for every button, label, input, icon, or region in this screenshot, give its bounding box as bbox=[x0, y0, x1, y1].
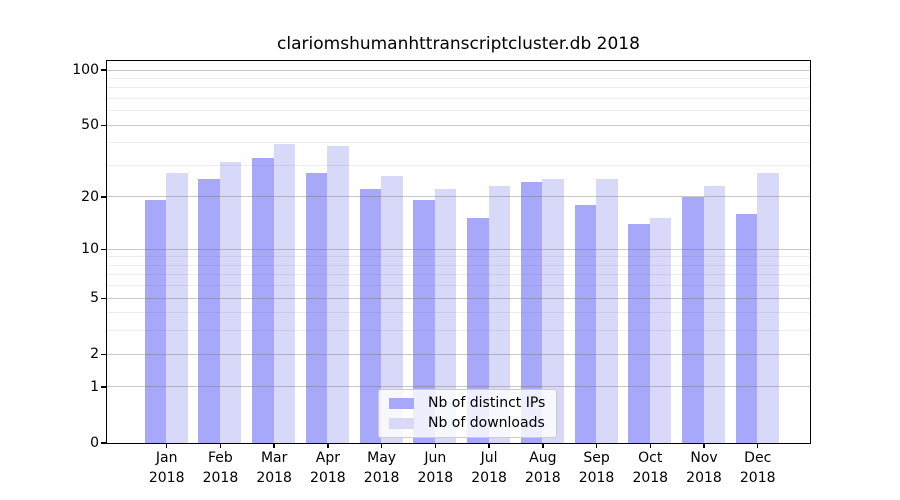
legend-swatch-distinct-ips-icon bbox=[389, 398, 414, 409]
y-axis-tick-mark bbox=[101, 248, 106, 250]
legend-swatch-downloads-icon bbox=[389, 418, 414, 429]
plot-area bbox=[105, 59, 811, 444]
x-axis-tick-mark bbox=[488, 443, 490, 448]
x-axis-tick-label: Sep 2018 bbox=[578, 450, 615, 486]
x-axis-tick-mark bbox=[219, 443, 222, 448]
y-axis-tick-label: 0 bbox=[90, 435, 99, 451]
y-axis-tick-mark bbox=[101, 124, 106, 126]
bar-distinct-ips bbox=[467, 218, 489, 443]
gridline-minor bbox=[106, 110, 810, 112]
bar-downloads bbox=[703, 185, 725, 443]
x-axis-tick-label: Nov 2018 bbox=[686, 450, 722, 486]
x-axis-tick-label: Jul 2018 bbox=[471, 450, 507, 486]
x-axis-tick-mark bbox=[434, 443, 437, 448]
bar-downloads bbox=[542, 179, 564, 443]
bar-downloads bbox=[434, 189, 457, 443]
legend-label-distinct-ips: Nb of distinct IPs bbox=[428, 395, 546, 411]
bar-distinct-ips bbox=[305, 173, 328, 443]
x-axis-tick-label: Apr 2018 bbox=[310, 450, 346, 486]
bar-distinct-ips bbox=[359, 189, 382, 443]
gridline-minor bbox=[106, 165, 810, 166]
bar-distinct-ips bbox=[413, 200, 435, 443]
bar-distinct-ips bbox=[198, 179, 220, 443]
x-axis-tick-mark bbox=[273, 443, 275, 448]
bar-downloads bbox=[596, 179, 618, 443]
x-axis-tick-mark bbox=[703, 443, 705, 448]
y-axis-tick-mark bbox=[101, 297, 106, 299]
y-axis-tick-label: 100 bbox=[72, 62, 99, 79]
x-axis-tick-mark bbox=[649, 443, 651, 448]
y-axis-tick-mark bbox=[101, 196, 106, 198]
gridline-minor bbox=[106, 142, 810, 144]
y-axis-tick-label: 2 bbox=[90, 346, 99, 363]
bar-distinct-ips bbox=[574, 204, 597, 443]
x-axis-tick-mark bbox=[757, 443, 759, 448]
x-axis-tick-label: Feb 2018 bbox=[202, 450, 239, 486]
bar-downloads bbox=[166, 173, 188, 443]
bar-downloads bbox=[381, 176, 403, 443]
gridline-minor bbox=[106, 87, 810, 89]
bar-downloads bbox=[757, 173, 779, 443]
legend-item-downloads: Nb of downloads bbox=[389, 415, 545, 432]
y-axis-tick-mark bbox=[101, 386, 106, 388]
gridline-major bbox=[106, 69, 810, 71]
bar-distinct-ips bbox=[682, 196, 704, 443]
bar-distinct-ips bbox=[252, 157, 274, 443]
x-axis-tick-label: Mar 2018 bbox=[256, 450, 292, 486]
x-axis-tick-mark bbox=[327, 443, 329, 448]
legend-label-downloads: Nb of downloads bbox=[428, 415, 545, 431]
x-axis-tick-label: May 2018 bbox=[363, 450, 400, 486]
y-axis-tick-label: 1 bbox=[90, 378, 99, 395]
bar-downloads bbox=[488, 185, 511, 443]
chart-title: clariomshumanhttranscriptcluster.db 2018 bbox=[277, 34, 640, 54]
bar-distinct-ips bbox=[628, 223, 650, 443]
bar-downloads bbox=[649, 218, 672, 443]
gridline-minor bbox=[106, 98, 810, 100]
bar-distinct-ips bbox=[520, 182, 543, 443]
y-axis-tick-label: 50 bbox=[81, 117, 99, 134]
gridline-minor bbox=[106, 77, 810, 79]
x-axis-tick-mark bbox=[166, 443, 168, 448]
legend: Nb of distinct IPs Nb of downloads bbox=[378, 389, 558, 438]
x-axis-tick-label: Dec 2018 bbox=[739, 450, 776, 486]
bar-downloads bbox=[273, 144, 296, 443]
legend-item-distinct-ips: Nb of distinct IPs bbox=[389, 395, 545, 412]
x-axis-tick-label: Aug 2018 bbox=[524, 450, 561, 486]
x-axis-tick-label: Oct 2018 bbox=[632, 450, 669, 486]
y-axis-tick-label: 10 bbox=[81, 241, 99, 258]
y-axis-tick-mark bbox=[101, 353, 106, 355]
bar-downloads bbox=[219, 162, 242, 443]
y-axis-tick-label: 5 bbox=[90, 290, 99, 307]
bar-distinct-ips bbox=[735, 213, 758, 443]
bar-downloads bbox=[327, 146, 349, 443]
y-axis-tick-mark bbox=[101, 442, 106, 444]
x-axis-tick-mark bbox=[380, 443, 383, 448]
bar-distinct-ips bbox=[144, 200, 167, 443]
y-axis-tick-label: 20 bbox=[81, 188, 99, 205]
x-axis-tick-mark bbox=[542, 443, 544, 448]
x-axis-tick-mark bbox=[595, 443, 598, 448]
y-axis-tick-mark bbox=[101, 69, 106, 71]
gridline-major bbox=[106, 124, 810, 126]
x-axis-tick-label: Jun 2018 bbox=[417, 450, 454, 486]
x-axis-tick-label: Jan 2018 bbox=[148, 450, 185, 486]
